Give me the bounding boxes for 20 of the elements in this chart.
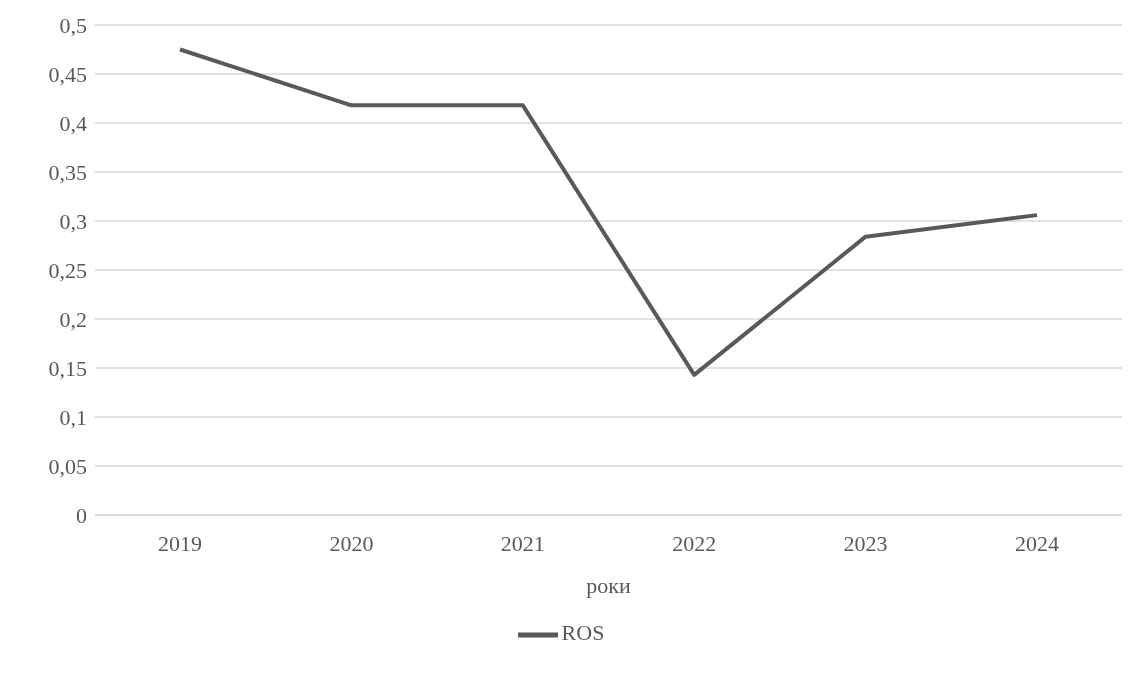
y-tick-label: 0,2	[59, 306, 87, 332]
y-tick-label: 0,45	[48, 61, 87, 87]
x-tick-label: 2021	[500, 530, 545, 556]
y-tick-label: 0,3	[59, 208, 87, 234]
y-tick-label: 0,25	[48, 257, 87, 283]
x-tick-label: 2023	[843, 530, 888, 556]
y-tick-label: 0,5	[59, 12, 87, 38]
y-tick-label: 0	[76, 502, 87, 528]
y-tick-label: 0,1	[59, 404, 87, 430]
y-tick-label: 0,4	[59, 110, 87, 136]
x-tick-label: 2024	[1015, 530, 1059, 556]
legend-label: ROS	[561, 620, 605, 646]
y-tick-label: 0,15	[48, 355, 87, 381]
x-tick-label: 2019	[158, 530, 202, 556]
line-series	[178, 47, 1039, 377]
y-tick-label: 0,35	[48, 159, 87, 185]
y-tick-label: 0,05	[48, 453, 87, 479]
x-tick-label: 2020	[329, 530, 374, 556]
x-axis-title: роки	[586, 573, 631, 598]
x-tick-label: 2022	[672, 530, 717, 556]
